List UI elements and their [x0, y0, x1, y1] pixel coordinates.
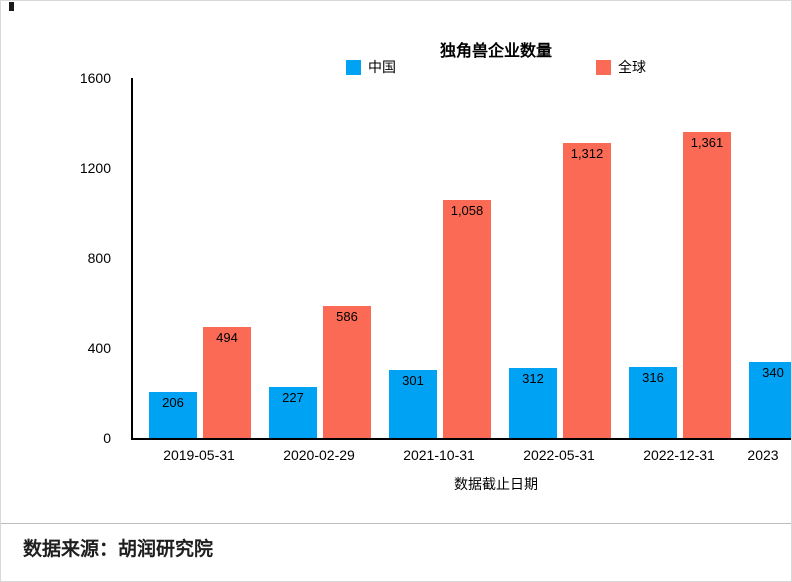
- x-axis-tick-labels: 2019-05-31 2020-02-29 2021-10-31 2022-05-31…: [133, 447, 791, 465]
- chart-title: 独角兽企业数量: [439, 43, 552, 60]
- y-tick-label: 400: [87, 340, 111, 356]
- x-axis-line: [131, 438, 791, 440]
- bar-value-label: 494: [216, 329, 238, 345]
- bar-group: 340: [739, 78, 791, 438]
- legend-label: 全球: [618, 59, 646, 75]
- bar-全球-2020-02-29: 586: [323, 306, 371, 438]
- bar-value-label: 586: [336, 309, 358, 325]
- bar-group: 227 586: [259, 78, 379, 438]
- bar-全球-2022-12-31: 1,361: [683, 131, 731, 438]
- bar-group: 206 494: [139, 78, 259, 438]
- bar-value-label: 1,361: [690, 134, 724, 150]
- bar-中国-2022-12-31: 316: [629, 366, 677, 438]
- bar-value-label: 206: [162, 394, 184, 410]
- bar-全球-2021-10-31: 1,058: [443, 199, 491, 438]
- y-axis-ticks: 0 400 800 1200 1600: [1, 70, 121, 446]
- y-tick-label: 1600: [79, 70, 111, 86]
- bar-value-label: 340: [762, 364, 784, 380]
- x-axis-title: 数据截止日期: [454, 476, 538, 492]
- x-axis-tick-label: 2021-10-31: [403, 447, 475, 463]
- x-axis-tick-label: 2022-05-31: [523, 447, 595, 463]
- y-tick-label: 1200: [79, 160, 111, 176]
- bar-全球-2019-05-31: 494: [203, 326, 251, 438]
- corner-artifact: [9, 2, 14, 11]
- bar-中国-2023: 340: [749, 361, 791, 438]
- bar-value-label: 1,312: [570, 145, 604, 161]
- bar-value-label: 301: [402, 373, 424, 389]
- data-source-text: 数据来源：胡润研究院: [23, 539, 214, 560]
- bar-中国-2020-02-29: 227: [269, 386, 317, 438]
- bar-group: 301 1,058: [379, 78, 499, 438]
- bar-全球-2022-05-31: 1,312: [563, 142, 611, 438]
- x-axis-tick-label: 2020-02-29: [283, 447, 355, 463]
- legend-item-global: 全球: [596, 57, 646, 77]
- bar-group: 312 1,312: [499, 78, 619, 438]
- x-axis-tick-label: 2022-12-31: [643, 447, 715, 463]
- x-axis-tick-label: 2023: [747, 447, 779, 463]
- legend-label: 中国: [368, 59, 396, 75]
- bar-中国-2019-05-31: 206: [149, 391, 197, 438]
- plot-area: 206 494 227 586 301 1,058 312 1,312 316 1,361 340: [133, 78, 791, 438]
- bar-value-label: 1,058: [450, 202, 484, 218]
- y-axis-line: [131, 78, 133, 440]
- legend-swatch-icon: [346, 59, 361, 75]
- footer-divider: [1, 523, 791, 524]
- y-tick-label: 0: [103, 430, 111, 446]
- x-axis-tick-label: 2019-05-31: [163, 447, 235, 463]
- bar-value-label: 316: [642, 369, 664, 385]
- y-tick-label: 800: [87, 250, 111, 266]
- chart-legend: 中国 全球: [131, 57, 791, 77]
- legend-swatch-icon: [596, 59, 611, 75]
- legend-item-china: 中国: [346, 57, 396, 77]
- bar-group: 316 1,361: [619, 78, 739, 438]
- bar-value-label: 312: [522, 370, 544, 386]
- bar-中国-2022-05-31: 312: [509, 367, 557, 438]
- bar-中国-2021-10-31: 301: [389, 370, 437, 438]
- bar-value-label: 227: [282, 389, 304, 405]
